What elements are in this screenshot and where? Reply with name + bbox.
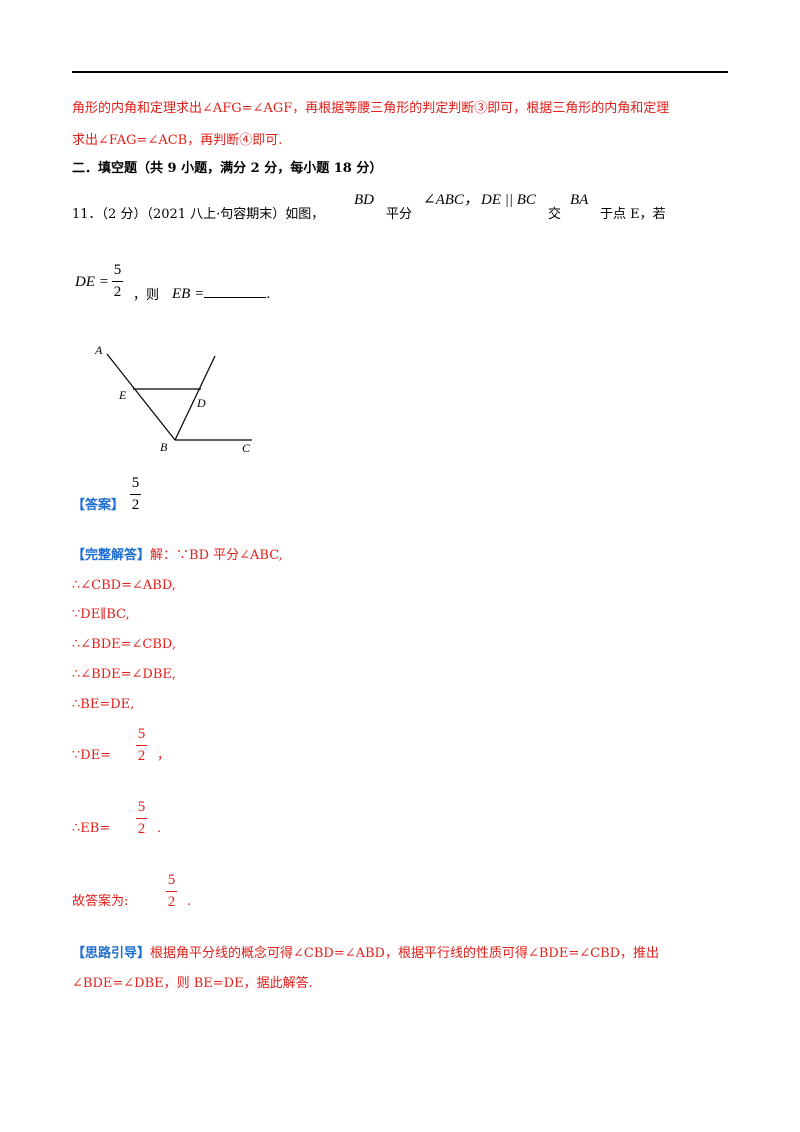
fraction-denominator: 2	[113, 284, 122, 300]
geometry-figure: A E D B C	[94, 343, 252, 455]
question-bd: BD	[354, 192, 374, 208]
solution-fraction-6: 5 2	[136, 726, 147, 765]
answer-denominator: 2	[131, 497, 140, 513]
answer-fraction-bar	[130, 494, 141, 495]
question-pingfen: 平分	[386, 207, 413, 222]
fraction-bar	[112, 281, 123, 282]
solution-line-2: ∵DE∥BC,	[72, 607, 130, 622]
solution-numerator-7: 5	[137, 799, 146, 815]
question-prefix: 11．（2 分）（2021 八上·句容期末）如图，	[72, 207, 325, 222]
solution-label: 【完整解答】	[72, 548, 151, 563]
header-rule	[72, 71, 728, 73]
solution-bar-7	[136, 818, 147, 819]
question-ba: BA	[570, 192, 589, 208]
question-parallel: DE || BC	[481, 192, 536, 208]
solution-denominator-6: 2	[137, 748, 146, 764]
intro-line-1: 角形的内角和定理求出∠AFG=∠AGF，再根据等腰三角形的判定判断③即可，根据三…	[72, 101, 670, 116]
label-d: D	[196, 396, 206, 410]
solution-numerator-6: 5	[137, 726, 146, 742]
question-ze: ，则	[133, 288, 160, 303]
hint-label: 【思路引导】	[72, 946, 151, 961]
answer-fraction: 5 2	[130, 475, 141, 514]
solution-bar-6	[136, 745, 147, 746]
line-bd	[174, 355, 216, 441]
question-de-eq: DE =	[75, 274, 109, 290]
question-eb-line: EB =.	[172, 285, 270, 303]
solution-line-8: 故答案为:	[72, 894, 129, 909]
solution-fraction-8: 5 2	[166, 872, 177, 911]
label-e: E	[118, 388, 127, 402]
question-eb-eq: EB =	[172, 286, 205, 302]
solution-line-5: ∴BE=DE,	[72, 697, 135, 712]
answer-label: 【答案】	[72, 498, 125, 513]
solution-line-3: ∴∠BDE=∠CBD,	[72, 637, 177, 652]
solution-denominator-7: 2	[137, 821, 146, 837]
solution-fraction-7: 5 2	[136, 799, 147, 838]
intro-line-2: 求出∠FAG=∠ACB，再判断④即可.	[72, 133, 283, 148]
solution-bar-8	[166, 891, 177, 892]
question-angle: ∠ABC，	[423, 192, 479, 208]
question-end: .	[266, 287, 271, 302]
answer-blank[interactable]	[204, 285, 267, 298]
section-heading: 二．填空题（共 9 小题，满分 2 分，每小题 18 分）	[72, 161, 383, 176]
hint-line-2: ∠BDE=∠DBE，则 BE=DE，据此解答.	[72, 976, 313, 991]
solution-lead: 解：∵BD 平分∠ABC,	[150, 548, 283, 563]
question-fraction: 5 2	[112, 262, 123, 301]
solution-line-0: 【完整解答】解：∵BD 平分∠ABC,	[72, 548, 283, 564]
line-ab	[106, 353, 176, 441]
solution-line-7: ∴EB=	[72, 821, 111, 836]
solution-end-6: ，	[157, 748, 171, 763]
solution-denominator-8: 2	[167, 894, 176, 910]
solution-line-4: ∴∠BDE=∠DBE,	[72, 667, 177, 682]
label-a: A	[94, 343, 103, 357]
solution-end-7: .	[157, 821, 162, 836]
fraction-numerator: 5	[113, 262, 122, 278]
hint-line-1: 【思路引导】根据角平分线的概念可得∠CBD=∠ABD，根据平行线的性质可得∠BD…	[72, 946, 659, 962]
solution-line-1: ∴∠CBD=∠ABD,	[72, 578, 176, 593]
solution-end-8: .	[187, 894, 192, 909]
solution-line-6: ∵DE=	[72, 748, 112, 763]
question-suffix: 于点 E，若	[600, 207, 666, 222]
solution-numerator-8: 5	[167, 872, 176, 888]
answer-numerator: 5	[131, 475, 140, 491]
label-b: B	[160, 440, 168, 454]
question-jiao: 交	[548, 207, 562, 222]
label-c: C	[242, 441, 251, 455]
hint-text-1: 根据角平分线的概念可得∠CBD=∠ABD，根据平行线的性质可得∠BDE=∠CBD…	[150, 946, 660, 961]
